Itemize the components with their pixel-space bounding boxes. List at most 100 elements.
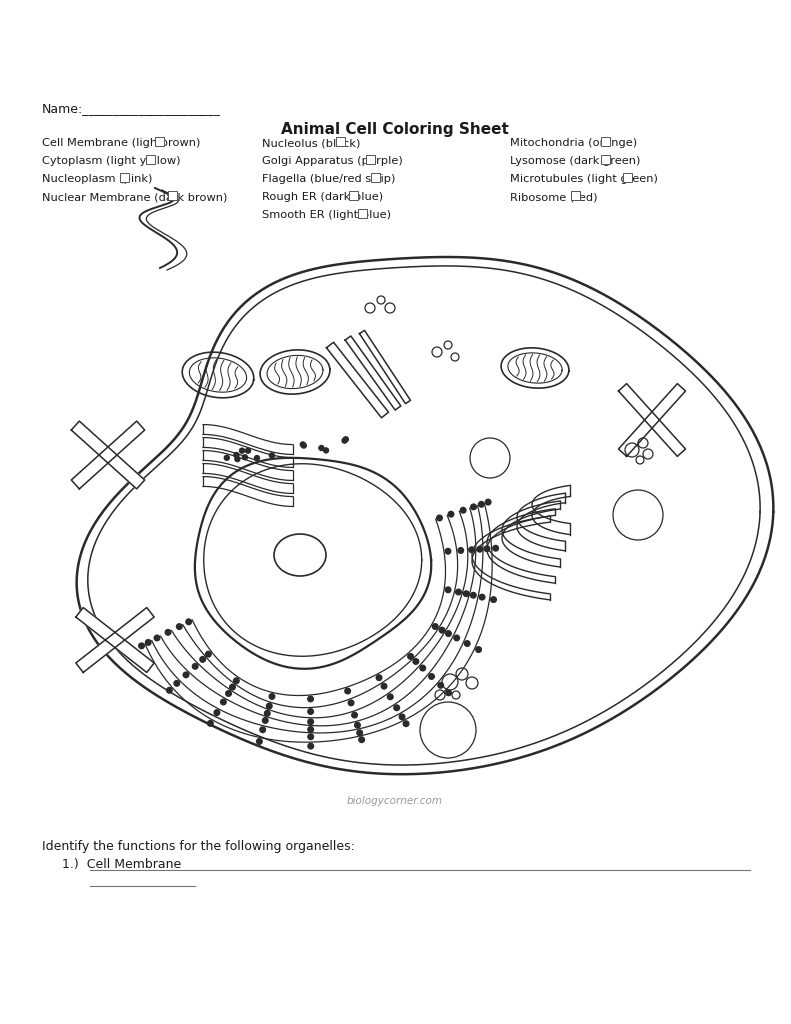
Circle shape	[342, 438, 347, 443]
Circle shape	[184, 672, 189, 678]
Circle shape	[437, 515, 442, 521]
Text: Rough ER (dark blue): Rough ER (dark blue)	[262, 193, 383, 202]
Circle shape	[433, 624, 438, 630]
Polygon shape	[359, 331, 411, 403]
Circle shape	[200, 656, 206, 663]
Circle shape	[343, 437, 348, 441]
Text: Golgi Apparatus (purple): Golgi Apparatus (purple)	[262, 156, 403, 166]
Polygon shape	[345, 336, 401, 410]
Circle shape	[643, 449, 653, 459]
Circle shape	[458, 548, 464, 553]
Circle shape	[308, 696, 313, 701]
Circle shape	[352, 713, 358, 718]
Bar	[168, 191, 177, 200]
Circle shape	[388, 694, 393, 699]
Circle shape	[456, 589, 461, 595]
Circle shape	[475, 647, 482, 652]
Circle shape	[451, 353, 459, 361]
Circle shape	[255, 456, 259, 461]
Circle shape	[308, 743, 313, 749]
Circle shape	[638, 438, 648, 449]
Circle shape	[479, 502, 484, 507]
Circle shape	[407, 653, 414, 659]
Circle shape	[420, 702, 476, 758]
Circle shape	[229, 684, 235, 690]
Text: Ribosome (red): Ribosome (red)	[510, 193, 597, 202]
Circle shape	[490, 597, 496, 602]
Circle shape	[442, 674, 458, 690]
Polygon shape	[619, 384, 686, 457]
Circle shape	[167, 687, 172, 693]
Circle shape	[206, 651, 211, 657]
Polygon shape	[327, 342, 388, 418]
Circle shape	[470, 438, 510, 478]
Text: Nuclear Membrane (dark brown): Nuclear Membrane (dark brown)	[42, 193, 227, 202]
Circle shape	[225, 691, 231, 696]
Circle shape	[174, 681, 180, 686]
Circle shape	[225, 456, 229, 461]
Circle shape	[466, 677, 478, 689]
Circle shape	[270, 453, 274, 458]
Circle shape	[432, 347, 442, 357]
Circle shape	[365, 303, 375, 313]
Circle shape	[429, 674, 434, 679]
Circle shape	[452, 691, 460, 699]
Circle shape	[308, 719, 313, 725]
Circle shape	[460, 508, 466, 513]
Circle shape	[613, 490, 663, 540]
Bar	[601, 137, 611, 146]
Circle shape	[345, 688, 350, 694]
Circle shape	[263, 718, 268, 723]
Circle shape	[394, 705, 399, 711]
Circle shape	[269, 693, 274, 699]
Circle shape	[464, 591, 469, 597]
Circle shape	[486, 500, 491, 505]
Circle shape	[625, 443, 639, 457]
Text: Animal Cell Coloring Sheet: Animal Cell Coloring Sheet	[281, 122, 509, 137]
Circle shape	[146, 640, 151, 645]
Circle shape	[493, 546, 498, 551]
Circle shape	[138, 643, 144, 648]
Circle shape	[377, 296, 385, 304]
Circle shape	[267, 703, 272, 709]
Bar	[371, 173, 380, 182]
Text: Flagella (blue/red strip): Flagella (blue/red strip)	[262, 174, 396, 184]
Text: Nucleoplasm (pink): Nucleoplasm (pink)	[42, 174, 153, 184]
Text: Cytoplasm (light yellow): Cytoplasm (light yellow)	[42, 156, 180, 166]
Circle shape	[308, 727, 313, 732]
Circle shape	[471, 593, 476, 598]
Circle shape	[319, 445, 324, 451]
Circle shape	[636, 456, 644, 464]
Circle shape	[479, 594, 485, 600]
Circle shape	[377, 675, 382, 681]
Circle shape	[456, 668, 468, 680]
Text: Smooth ER (light blue): Smooth ER (light blue)	[262, 210, 391, 220]
Circle shape	[264, 711, 270, 716]
Text: Lysomose (dark green): Lysomose (dark green)	[510, 156, 641, 166]
Circle shape	[348, 700, 354, 706]
Bar	[336, 137, 345, 146]
Text: Cell Membrane (ligh brown): Cell Membrane (ligh brown)	[42, 138, 200, 148]
Circle shape	[176, 624, 182, 630]
Circle shape	[308, 734, 313, 739]
Circle shape	[234, 453, 239, 458]
Circle shape	[245, 449, 251, 454]
Ellipse shape	[274, 534, 326, 575]
Circle shape	[445, 587, 451, 593]
Circle shape	[154, 635, 160, 641]
Circle shape	[445, 549, 451, 554]
Circle shape	[471, 504, 476, 510]
Bar	[366, 155, 376, 164]
Bar	[120, 173, 129, 182]
Circle shape	[214, 710, 220, 716]
Circle shape	[240, 449, 244, 454]
Circle shape	[484, 546, 490, 552]
Text: Name:______________________: Name:______________________	[42, 102, 221, 115]
Polygon shape	[71, 421, 145, 488]
Bar	[571, 191, 580, 200]
Text: biologycorner.com: biologycorner.com	[347, 796, 443, 806]
Circle shape	[413, 658, 418, 665]
Circle shape	[256, 738, 262, 744]
Circle shape	[192, 664, 198, 669]
Circle shape	[235, 457, 240, 462]
